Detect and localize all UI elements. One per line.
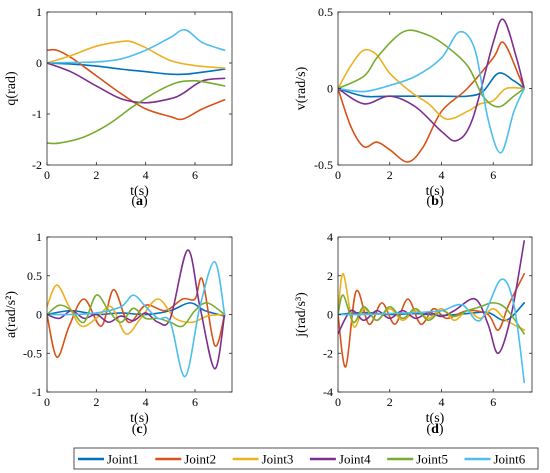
- series-line-joint2: [338, 273, 526, 368]
- y-tick-label: 0.5: [318, 5, 333, 19]
- legend-item-joint3: Joint3: [232, 452, 294, 467]
- y-tick-label: -4: [323, 385, 333, 399]
- series-line-joint2: [47, 48, 226, 121]
- x-tick-label: 2: [387, 168, 393, 182]
- legend-label: Joint6: [494, 452, 526, 467]
- axes-frame: [46, 11, 233, 166]
- x-tick-label: 6: [490, 168, 496, 182]
- legend-label: Joint3: [262, 452, 294, 467]
- y-tick-label: -2: [323, 346, 333, 360]
- y-tick-label: 0: [36, 308, 42, 322]
- legend-item-joint4: Joint4: [309, 452, 371, 467]
- y-axis-label: q(rad): [4, 71, 19, 106]
- x-tick-label: 0: [335, 395, 341, 409]
- y-tick-label: 0.5: [27, 269, 42, 283]
- panel-label: (d): [426, 422, 443, 437]
- y-axis-label: j(rad/s³): [294, 292, 309, 338]
- x-tick-label: 4: [438, 395, 444, 409]
- series-line-joint1: [338, 72, 526, 98]
- series-line-joint6: [47, 28, 226, 64]
- y-tick-label: 0: [36, 56, 42, 70]
- y-tick-label: -0.5: [23, 346, 42, 360]
- panel-label: (c): [132, 422, 148, 437]
- series-line-joint5: [47, 79, 226, 145]
- x-tick-label: 2: [387, 395, 393, 409]
- chart-panel-4: 0 2 4 6 -4 -2 0 2 4 t(s) j(rad/s³) (d): [294, 230, 533, 437]
- series-line-joint5: [338, 29, 526, 108]
- y-tick-label: 4: [327, 230, 333, 244]
- y-tick-label: -1: [32, 107, 42, 121]
- x-axis-label: t(s): [426, 184, 445, 199]
- x-tick-label: 6: [490, 395, 496, 409]
- y-tick-label: 2: [327, 269, 333, 283]
- x-tick-label: 4: [143, 168, 149, 182]
- series-line-joint1: [47, 62, 226, 76]
- y-axis-label: v(rad/s): [294, 66, 309, 110]
- series-group: [47, 249, 226, 378]
- legend-item-joint1: Joint1: [78, 452, 139, 467]
- chart-panel-3: 0 2 4 6 -1 -0.5 0 0.5 1 t(s) a(rad/s²) (c): [4, 230, 233, 437]
- x-tick-label: 0: [44, 168, 50, 182]
- series-line-joint6: [338, 30, 526, 154]
- legend-label: Joint4: [339, 452, 371, 467]
- series-line-joint2: [338, 41, 526, 163]
- series-line-joint4: [47, 62, 226, 104]
- y-tick-label: 0: [327, 308, 333, 322]
- x-tick-label: 4: [143, 395, 149, 409]
- legend-box: [73, 447, 539, 470]
- y-tick-label: -2: [32, 158, 42, 172]
- series-line-joint4: [338, 240, 526, 355]
- series-group: [338, 18, 526, 163]
- x-axis-label: t(s): [130, 411, 149, 426]
- series-line-joint3: [338, 273, 526, 331]
- x-tick-label: 6: [192, 168, 198, 182]
- series-line-joint6: [338, 278, 526, 384]
- series-line-joint3: [338, 48, 526, 121]
- series-line-joint3: [47, 284, 226, 335]
- y-tick-label: -1: [32, 385, 42, 399]
- x-tick-label: 0: [335, 168, 341, 182]
- series-group: [338, 240, 526, 384]
- series-line-joint3: [47, 40, 226, 69]
- x-axis-label: t(s): [130, 184, 149, 199]
- x-tick-label: 0: [44, 395, 50, 409]
- legend: Joint1 Joint2 Joint3 Joint4 Joint5 Joint6: [73, 447, 539, 470]
- y-tick-label: 1: [36, 5, 42, 19]
- x-tick-label: 2: [93, 168, 99, 182]
- series-line-joint4: [47, 249, 226, 370]
- series-line-joint2: [47, 277, 226, 358]
- legend-item-joint6: Joint6: [464, 452, 526, 467]
- legend-label: Joint1: [107, 452, 139, 467]
- legend-label: Joint2: [184, 452, 216, 467]
- panel-label: (a): [131, 194, 148, 209]
- series-line-joint4: [338, 18, 526, 142]
- x-tick-label: 4: [438, 168, 444, 182]
- chart-panel-2: 0 2 4 6-0.500.5t(s)v(rad/s)(b): [294, 5, 533, 209]
- legend-item-joint2: Joint2: [155, 452, 216, 467]
- chart-panel-1: 0 2 4 6 -2 -1 0 1 t(s) q(rad) (a): [4, 5, 233, 209]
- y-tick-label: -0.5: [314, 158, 333, 172]
- legend-item-joint5: Joint5: [387, 452, 448, 467]
- y-axis-label: a(rad/s²): [4, 291, 19, 338]
- axes-frame: [337, 11, 533, 166]
- series-line-joint6: [47, 260, 226, 378]
- series-group: [47, 28, 226, 145]
- y-tick-label: 1: [36, 230, 42, 244]
- x-tick-label: 2: [93, 395, 99, 409]
- legend-label: Joint5: [416, 452, 448, 467]
- y-tick-label: 0: [327, 82, 333, 96]
- panel-label: (b): [426, 194, 443, 209]
- x-tick-label: 6: [192, 395, 198, 409]
- x-axis-label: t(s): [426, 411, 445, 426]
